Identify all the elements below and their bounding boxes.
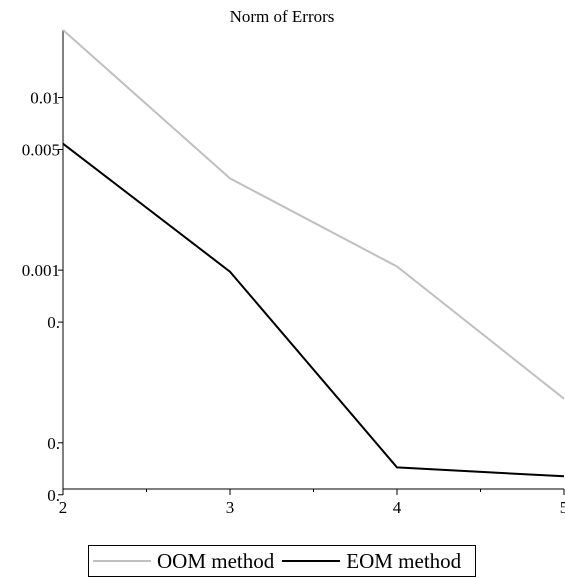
legend-item-oom: OOM method [93, 549, 282, 574]
y-tick-label: 0. [47, 313, 60, 332]
y-tick-label: 0.005 [22, 140, 60, 159]
y-tick-label: 0. [47, 434, 60, 453]
chart-title: Norm of Errors [230, 7, 335, 26]
legend-label-eom: EOM method [346, 548, 462, 573]
series-line-eom [62, 142, 565, 478]
x-tick-label: 4 [393, 498, 402, 517]
x-tick-label: 2 [59, 498, 68, 517]
legend: OOM method EOM method [88, 545, 477, 577]
y-tick-label: 0.001 [22, 261, 60, 280]
legend-label-oom: OOM method [157, 548, 275, 573]
x-tick-label: 5 [560, 498, 565, 517]
legend-item-eom: EOM method [282, 549, 469, 574]
x-tick-label: 3 [226, 498, 235, 517]
legend-swatch-oom [93, 560, 151, 562]
legend-swatch-eom [282, 560, 341, 562]
y-tick-label: 0.01 [30, 88, 60, 107]
y-tick-label: 0. [47, 486, 60, 505]
series-layer [62, 29, 565, 478]
series-line-oom [62, 29, 565, 400]
